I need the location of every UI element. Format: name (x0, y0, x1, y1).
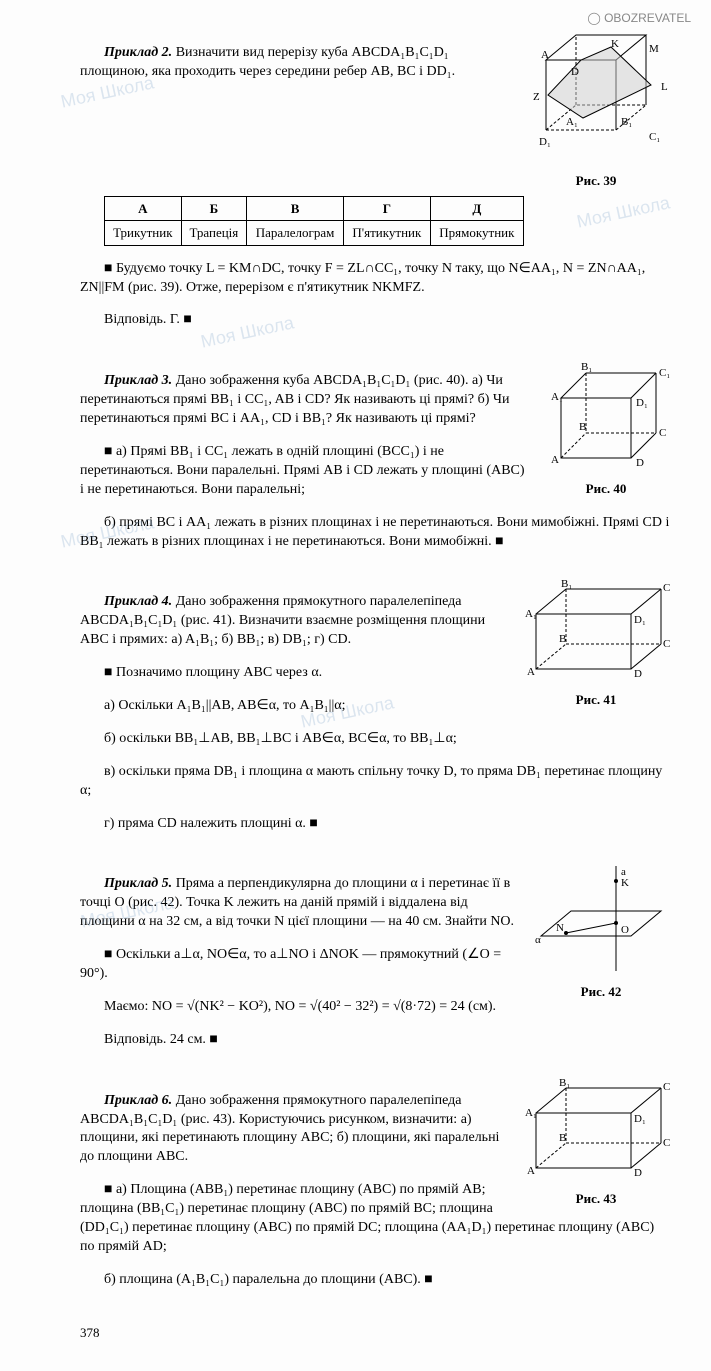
svg-text:B₁: B₁ (581, 361, 592, 373)
example-3: B₁C₁ A₁D₁ BC AD Рис. 40 Приклад 3. Дано … (80, 358, 671, 565)
svg-text:L: L (661, 81, 668, 93)
example-2: AK MD LZ A₁B₁ D₁C₁ Рис. 39 Приклад 2. Ви… (80, 30, 671, 344)
svg-text:O: O (621, 924, 629, 936)
figure-40: B₁ C₁ A₁ D₁ B C A D Рис. 40 (541, 358, 671, 498)
svg-text:A₁: A₁ (525, 1107, 537, 1119)
svg-text:Z: Z (533, 91, 540, 103)
svg-text:A: A (527, 1165, 535, 1177)
svg-text:B: B (579, 421, 586, 433)
site-logo: ◯ OBOZREVATEL (587, 10, 691, 26)
svg-text:C: C (659, 427, 666, 439)
ex3-sol-b: б) прямі BC і AA₁ лежать в різних площин… (80, 514, 671, 552)
fig-caption: Рис. 39 (521, 172, 671, 190)
ex4-sol-d: г) пряма CD належить площині α. ■ (80, 815, 671, 834)
svg-text:B: B (559, 633, 566, 645)
ex2-solution: ■ Будуємо точку L = KM∩DC, точку F = ZL∩… (80, 260, 671, 298)
ex4-sol-b: б) оскільки BB₁⊥AB, BB₁⊥BC і AB∈α, BC∈α,… (80, 730, 671, 749)
svg-text:D: D (634, 668, 642, 680)
fig-caption: Рис. 42 (531, 983, 671, 1001)
ex5-answer: Відповідь. 24 см. ■ (80, 1031, 671, 1050)
svg-text:B: B (559, 1132, 566, 1144)
ex4-sol-c: в) оскільки пряма DB₁ і площина α мають … (80, 763, 671, 801)
svg-text:B₁: B₁ (559, 1078, 570, 1089)
svg-text:A₁: A₁ (551, 391, 563, 403)
svg-text:D: D (636, 457, 644, 469)
figure-41: B₁ C₁ A₁ D₁ B C A D Рис. 41 (521, 579, 671, 709)
example-5: a K O N α Рис. 42 Приклад 5. Пряма a пер… (80, 861, 671, 1063)
svg-text:A₁: A₁ (566, 116, 578, 128)
figure-42: a K O N α Рис. 42 (531, 861, 671, 1001)
svg-text:D₁: D₁ (634, 1113, 646, 1125)
svg-text:K: K (621, 877, 629, 889)
svg-text:C: C (663, 638, 670, 650)
svg-text:M: M (649, 43, 659, 55)
example-4: B₁C₁ A₁D₁ BC AD Рис. 41 Приклад 4. Дано … (80, 579, 671, 847)
example-6: B₁C₁ A₁D₁ BC AD Рис. 43 Приклад 6. Дано … (80, 1078, 671, 1304)
svg-text:C: C (663, 1137, 670, 1149)
figure-39: A K M D L Z A₁ B₁ D₁ C₁ Рис. 39 (521, 30, 671, 190)
ex2-answer: Відповідь. Г. ■ (80, 311, 671, 330)
svg-text:C₁: C₁ (649, 131, 660, 143)
svg-text:K: K (611, 38, 619, 50)
fig-caption: Рис. 40 (541, 480, 671, 498)
fig-caption: Рис. 43 (521, 1190, 671, 1208)
ex6-sol-b: б) площина (A₁B₁C₁) паралельна до площин… (80, 1271, 671, 1290)
svg-text:D: D (634, 1167, 642, 1179)
svg-text:A: A (527, 666, 535, 678)
svg-text:A: A (551, 454, 559, 466)
svg-text:N: N (556, 922, 564, 934)
svg-text:D₁: D₁ (539, 136, 551, 148)
svg-text:A₁: A₁ (525, 608, 537, 620)
fig-caption: Рис. 41 (521, 691, 671, 709)
figure-43: B₁ C₁ A₁ D₁ B C A D Рис. 43 (521, 1078, 671, 1208)
svg-text:C₁: C₁ (663, 1081, 671, 1093)
svg-text:A: A (541, 49, 549, 61)
svg-text:D: D (571, 66, 579, 78)
options-table: АБ ВГ Д ТрикутникТрапеція ПаралелограмП'… (104, 196, 524, 246)
svg-text:D₁: D₁ (636, 397, 648, 409)
svg-text:B₁: B₁ (561, 579, 572, 590)
svg-text:α: α (535, 934, 541, 946)
page-number: 378 (80, 1324, 671, 1342)
svg-text:C₁: C₁ (663, 582, 671, 594)
svg-text:C₁: C₁ (659, 367, 670, 379)
svg-text:D₁: D₁ (634, 614, 646, 626)
svg-text:B₁: B₁ (621, 116, 632, 128)
